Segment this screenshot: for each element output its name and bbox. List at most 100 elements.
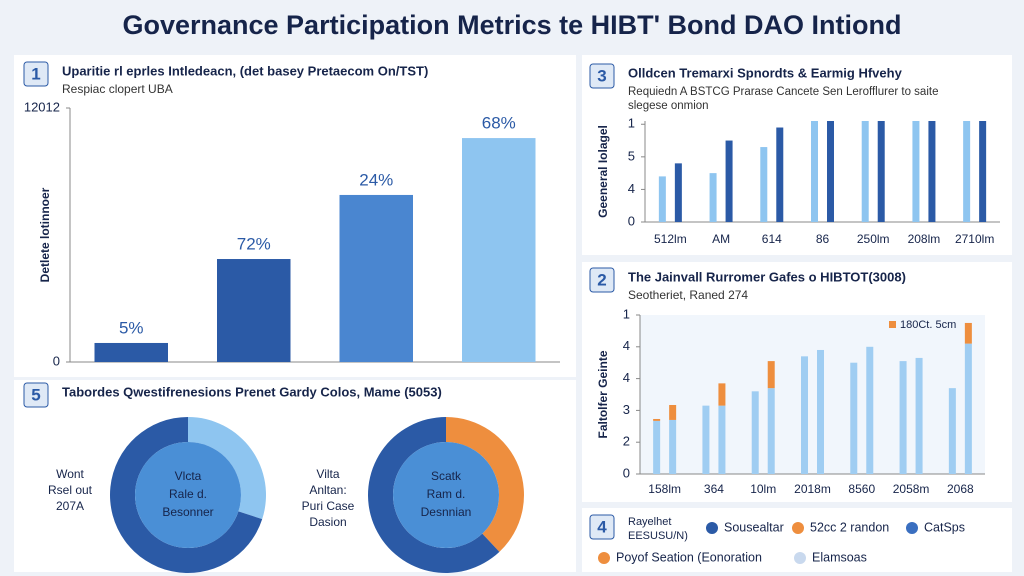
y-tick-label: 0 bbox=[623, 465, 630, 480]
bar bbox=[339, 194, 413, 362]
bar bbox=[760, 147, 768, 222]
x-tick-label: 364 bbox=[704, 482, 724, 496]
x-tick-label: 10lm bbox=[750, 482, 776, 496]
bar bbox=[658, 176, 666, 222]
x-tick-label: 8560 bbox=[848, 482, 875, 496]
bar bbox=[674, 163, 682, 222]
bar bbox=[928, 121, 936, 222]
bar-segment bbox=[669, 404, 677, 420]
side-text: Dasion bbox=[309, 515, 346, 529]
center-text: Vlcta bbox=[175, 469, 202, 483]
y-axis-label: Geeneral Iolagel bbox=[596, 125, 610, 218]
bar-segment bbox=[866, 346, 874, 474]
legend-label: Elamsoas bbox=[812, 550, 867, 564]
x-tick-label: 158lm bbox=[648, 482, 681, 496]
y-tick-label: 12012 bbox=[24, 99, 60, 114]
badge-number: 3 bbox=[597, 66, 606, 85]
panel-title: Olldcen Tremarxi Spnordts & Earmig Hfveh… bbox=[628, 65, 903, 80]
y-tick-label: 3 bbox=[623, 402, 630, 417]
y-tick-label: 1 bbox=[628, 116, 635, 131]
donut-center bbox=[393, 442, 499, 548]
badge-number: 1 bbox=[31, 64, 40, 83]
badge bbox=[589, 267, 615, 293]
bar-segment bbox=[817, 349, 824, 474]
legend-label: 52cc 2 randon bbox=[810, 520, 889, 534]
x-tick-label: 2018m bbox=[794, 482, 831, 496]
panel-title: The Jainvall Rurromer Gafes o HIBTOT(300… bbox=[628, 269, 906, 284]
legend-swatch bbox=[598, 552, 610, 564]
bar-segment bbox=[653, 418, 661, 421]
badge bbox=[589, 63, 615, 89]
bar bbox=[94, 342, 168, 362]
y-tick-label: 4 bbox=[623, 338, 630, 353]
x-tick-label: 2710lm bbox=[955, 232, 994, 246]
badge bbox=[23, 61, 49, 87]
legend-swatch bbox=[706, 522, 718, 534]
bar-segment bbox=[718, 405, 726, 474]
legend-label: Sousealtar bbox=[724, 520, 784, 534]
center-text: Ram d. bbox=[427, 487, 466, 501]
bar bbox=[877, 121, 885, 222]
center-text: Scatk bbox=[431, 469, 462, 483]
badge-number: 5 bbox=[31, 385, 40, 404]
x-tick-label: 2068 bbox=[947, 482, 974, 496]
center-text: Desnnian bbox=[421, 505, 472, 519]
badge-number: 4 bbox=[597, 517, 607, 536]
panel-title: Tabordes Qwestifrenesions Prenet Gardy C… bbox=[62, 384, 442, 399]
badge-number: 2 bbox=[597, 270, 606, 289]
x-tick-label: 614 bbox=[762, 232, 782, 246]
panel-subtitle: Respiac clopert UBA bbox=[62, 82, 173, 96]
bar-segment bbox=[653, 420, 661, 474]
bar-annotation: 24% bbox=[359, 170, 393, 189]
bar bbox=[979, 121, 987, 222]
bar-annotation: 5% bbox=[119, 318, 144, 337]
bar-annotation: 72% bbox=[237, 235, 271, 254]
bar bbox=[963, 121, 971, 222]
legend-label: CatSps bbox=[924, 520, 965, 534]
y-tick-label: 4 bbox=[628, 181, 635, 196]
donut-slice bbox=[368, 417, 500, 573]
bar-segment bbox=[751, 391, 759, 474]
side-text: Wont bbox=[56, 467, 84, 481]
y-axis-label: Faltolfer Geinte bbox=[596, 350, 610, 438]
bar-annotation: 68% bbox=[482, 114, 516, 133]
bar bbox=[827, 121, 834, 222]
bar bbox=[462, 138, 536, 362]
legend-swatch bbox=[889, 321, 896, 328]
bar-segment bbox=[801, 356, 808, 474]
donut-slice bbox=[110, 417, 263, 573]
panel-subtitle: Requiedn A BSTCG Prarase Cancete Sen Ler… bbox=[628, 86, 938, 98]
bar-segment bbox=[964, 343, 972, 474]
bar-segment bbox=[964, 322, 972, 344]
center-text: Besonner bbox=[162, 505, 213, 519]
y-tick-label: 1 bbox=[623, 306, 630, 321]
y-tick-label: 0 bbox=[53, 353, 60, 368]
bar bbox=[861, 121, 869, 222]
bar-segment bbox=[718, 383, 726, 406]
bar-segment bbox=[669, 419, 677, 474]
panel-subtitle: Seotheriet, Raned 274 bbox=[628, 288, 748, 302]
footer-title: EESUSU/N) bbox=[628, 530, 688, 542]
center-text: Rale d. bbox=[169, 487, 207, 501]
side-text: Puri Case bbox=[302, 499, 355, 513]
badge bbox=[23, 382, 49, 408]
side-text: Anltan: bbox=[309, 483, 346, 497]
bar-segment bbox=[767, 388, 775, 474]
x-tick-label: AM bbox=[712, 232, 730, 246]
bar-segment bbox=[767, 361, 775, 389]
bar-segment bbox=[899, 361, 907, 474]
legend-label: 180Ct. 5cm bbox=[900, 319, 956, 331]
y-tick-label: 2 bbox=[623, 434, 630, 449]
donut-slice bbox=[188, 417, 266, 520]
bar bbox=[776, 127, 784, 222]
panel bbox=[582, 55, 1012, 255]
x-tick-label: 512lm bbox=[654, 232, 687, 246]
legend-swatch bbox=[906, 522, 918, 534]
panel-title: Uparitie rl eprles Intledeacn, (det base… bbox=[62, 63, 428, 78]
y-tick-label: 0 bbox=[628, 213, 635, 228]
side-text: Vilta bbox=[316, 467, 339, 481]
bar-segment bbox=[948, 388, 956, 474]
x-tick-label: 2058m bbox=[893, 482, 930, 496]
bar bbox=[709, 173, 717, 222]
